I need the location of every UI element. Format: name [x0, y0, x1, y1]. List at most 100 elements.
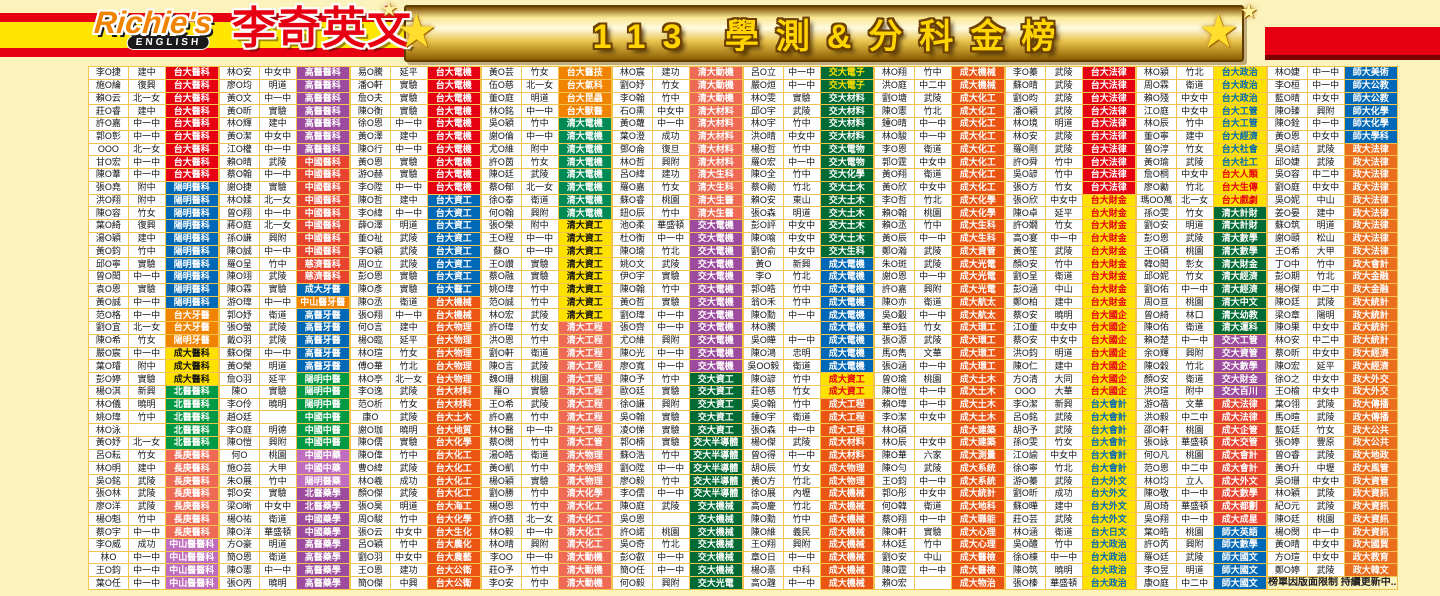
result-school: 建中	[128, 232, 165, 245]
result-entry: 曾O得 中一中 成大材料	[744, 449, 873, 462]
result-entry: 張O榮 附中 清大資工	[482, 220, 611, 232]
result-school: 建中	[1045, 360, 1082, 373]
result-entry: 方O清 大同 台大國企	[1006, 373, 1135, 385]
result-dept: 政大國貿	[1344, 538, 1397, 551]
result-dept: 台大國企	[1082, 373, 1135, 385]
result-dept: 台大公衛	[427, 564, 480, 577]
result-entry: 許O嘉 竹中 清大工程	[482, 411, 611, 424]
result-school: 中一中	[1307, 79, 1344, 92]
result-name: 林O碩	[875, 424, 914, 436]
result-name: 張O欣	[1006, 194, 1045, 207]
result-school: 中一中	[652, 564, 689, 577]
result-dept: 成大會計	[1213, 449, 1266, 462]
result-dept: 交大資工	[689, 373, 742, 385]
result-entry: 張O堯 附中 陽明醫科	[89, 181, 218, 194]
result-dept: 成大職能	[951, 513, 1004, 526]
result-entry: 趙O廷 中國中醫	[220, 411, 349, 424]
result-school: 建中	[128, 105, 165, 118]
result-school: 中一中	[1307, 526, 1344, 538]
result-name: 李O蓁	[1006, 67, 1045, 79]
result-school: 竹中	[128, 411, 165, 424]
result-dept: 成大交管	[1213, 436, 1266, 449]
result-name: 張O丙	[220, 577, 259, 589]
result-dept: 交大電機	[689, 360, 742, 373]
result-entry: 林O穎 武陵 政大資訊	[1268, 487, 1397, 500]
result-entry: 莊O慈 竹女 成大資工	[744, 385, 873, 398]
result-entry: 林O儀 曉明 北醫醫科	[89, 398, 218, 411]
result-dept: 清大物理	[558, 475, 611, 487]
result-school: 武陵	[521, 309, 558, 322]
result-school: 竹中	[259, 475, 296, 487]
result-name: 林O涵	[1006, 526, 1045, 538]
result-dept: 成大生科	[951, 232, 1004, 245]
result-school: 中一中	[914, 398, 951, 411]
result-school: 建中	[128, 462, 165, 475]
result-school: 實驗	[652, 436, 689, 449]
result-dept: 成大地科	[951, 500, 1004, 513]
result-dept: 清大化工	[558, 513, 611, 526]
result-entry: 陳O洋 華盛頓 中國藥學	[220, 526, 349, 538]
result-name: 黃O哲	[613, 296, 652, 309]
result-entry: 李OO 中一中 清大動機	[482, 551, 611, 564]
result-dept: 交大財金	[1213, 373, 1266, 385]
result-dept: 交大土木	[820, 207, 873, 220]
result-entry: 伍O慈 北一女 台大氣科	[482, 79, 611, 92]
result-dept: 清大材料	[689, 105, 742, 118]
result-name: 陳O霆	[875, 564, 914, 577]
result-entry: 何O言 建中 台大物理	[351, 322, 480, 334]
result-name: 簡O傑	[351, 577, 390, 589]
result-dept: 交大電子	[820, 79, 873, 92]
result-dept: 高醫醫科	[296, 67, 349, 79]
result-name: 陳O銓	[1268, 118, 1307, 130]
result-dept: 中山醫醫科	[165, 538, 218, 551]
result-school: 明道	[1176, 564, 1213, 577]
result-school: 北一女	[390, 373, 427, 385]
result-entry: 黃O鈞 竹中 陽明醫科	[89, 245, 218, 258]
result-school: 竹中	[1045, 156, 1082, 169]
result-dept: 台大社會	[1213, 143, 1266, 156]
result-entry: 林O涵 衛道 台大日文	[1006, 526, 1135, 538]
result-entry: 葉O澄 成功 清大材料	[613, 130, 742, 143]
result-school: 中一中	[128, 551, 165, 564]
result-dept: 成大成星	[1213, 513, 1266, 526]
result-name: 陳O廷	[482, 169, 521, 181]
result-name: 劉O昕	[1006, 487, 1045, 500]
result-name: 邱O宇	[744, 105, 783, 118]
result-dept: 交大機械	[689, 500, 742, 513]
result-name: 陳O敬	[1137, 487, 1176, 500]
result-school: 中一中	[652, 347, 689, 360]
result-school: 中一中	[783, 577, 820, 589]
result-name: 曾O瑜	[875, 373, 914, 385]
result-dept: 成大電機	[820, 296, 873, 309]
result-school: 新興	[1045, 398, 1082, 411]
result-name: 李O儒	[613, 487, 652, 500]
result-name: 楊O憙	[744, 564, 783, 577]
result-entry: 彭O叡 中一中 交大機械	[613, 551, 742, 564]
result-entry: 陳O果 中女中 政大統計	[1268, 322, 1397, 334]
result-school: 中一中	[914, 475, 951, 487]
result-dept: 成大電機	[820, 360, 873, 373]
result-school: 北一女	[259, 194, 296, 207]
result-school: 武陵	[1307, 398, 1344, 411]
result-entry: 郭O霆 中女中 成大化工	[875, 156, 1004, 169]
result-school: 實驗	[259, 487, 296, 500]
result-name: 黃O誠	[89, 296, 128, 309]
result-school: 中一中	[914, 360, 951, 373]
result-dept: 台大社工	[1213, 156, 1266, 169]
result-entry: 嚴O宸 中一中 成大醫科	[89, 347, 218, 360]
result-dept: 中國醫科	[296, 207, 349, 220]
result-name: 林O安	[1006, 130, 1045, 143]
result-entry: 何O凡 桃園 成大會計	[1137, 449, 1266, 462]
result-dept: 成大材料	[820, 449, 873, 462]
result-entry: 賴O宏 成大物治	[875, 577, 1004, 589]
result-entry: 蘇O傑 中一中 高醫牙醫	[220, 347, 349, 360]
result-name: 廖O均	[220, 79, 259, 92]
result-name: 周O立	[351, 258, 390, 271]
result-entry: 王O希 武陵 清大工程	[482, 398, 611, 411]
result-entry: 賴O安 東山 交大土木	[744, 194, 873, 207]
result-name: 李O安	[482, 577, 521, 589]
result-dept: 成大土木	[951, 398, 1004, 411]
result-school: 興附	[914, 283, 951, 296]
result-dept: 政大傳播	[1344, 398, 1397, 411]
result-name: 吳O奇	[613, 538, 652, 551]
